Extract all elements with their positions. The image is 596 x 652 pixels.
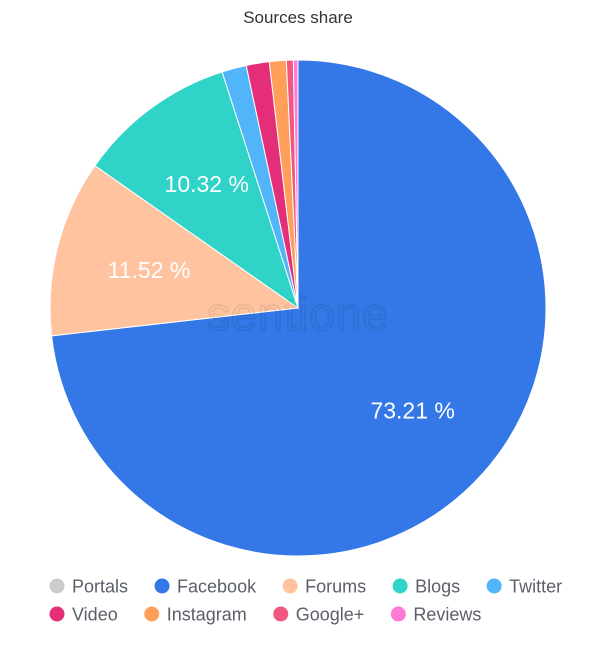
pie-slice-reviews[interactable] bbox=[292, 59, 299, 309]
slice-label-blogs: 10.32 % bbox=[165, 171, 249, 197]
legend-marker-blogs bbox=[392, 578, 408, 594]
legend-marker-portals bbox=[49, 578, 65, 594]
pie-slice-forums[interactable] bbox=[49, 164, 300, 337]
legend-item-google-[interactable]: Google+ bbox=[273, 605, 364, 625]
legend-marker-forums bbox=[282, 578, 298, 594]
legend-label-reviews: Reviews bbox=[413, 605, 481, 625]
chart-title: Sources share bbox=[243, 8, 353, 27]
legend-item-twitter[interactable]: Twitter bbox=[486, 577, 563, 597]
legend-label-forums: Forums bbox=[305, 577, 366, 597]
watermark-logo: sentione bbox=[207, 288, 389, 340]
legend-marker-video bbox=[49, 606, 65, 622]
legend-label-blogs: Blogs bbox=[415, 577, 460, 597]
legend-item-blogs[interactable]: Blogs bbox=[392, 577, 461, 597]
slice-labels: 73.21 % 11.52 % 10.32 % bbox=[108, 171, 455, 423]
legend-marker-google- bbox=[273, 606, 289, 622]
legend: Portals Facebook Forums Blogs Twitter Video In… bbox=[49, 577, 563, 625]
legend-label-instagram: Instagram bbox=[167, 605, 247, 625]
legend-label-portals: Portals bbox=[72, 577, 128, 597]
legend-marker-reviews bbox=[390, 606, 406, 622]
legend-marker-twitter bbox=[486, 578, 502, 594]
legend-item-reviews[interactable]: Reviews bbox=[390, 605, 482, 625]
legend-label-facebook: Facebook bbox=[177, 577, 257, 597]
legend-marker-instagram bbox=[144, 606, 160, 622]
slice-label-forums: 11.52 % bbox=[108, 257, 191, 283]
legend-label-google-: Google+ bbox=[296, 605, 365, 625]
legend-label-twitter: Twitter bbox=[509, 577, 562, 597]
legend-item-forums[interactable]: Forums bbox=[282, 577, 367, 597]
legend-item-facebook[interactable]: Facebook bbox=[154, 577, 258, 597]
legend-item-portals[interactable]: Portals bbox=[49, 577, 129, 597]
legend-item-instagram[interactable]: Instagram bbox=[144, 605, 247, 625]
legend-item-video[interactable]: Video bbox=[49, 605, 118, 625]
legend-label-video: Video bbox=[72, 605, 118, 625]
pie-slice-blogs[interactable] bbox=[94, 71, 299, 310]
slice-label-facebook: 73.21 % bbox=[370, 397, 454, 423]
pie-slices bbox=[49, 59, 547, 557]
legend-marker-facebook bbox=[154, 578, 170, 594]
